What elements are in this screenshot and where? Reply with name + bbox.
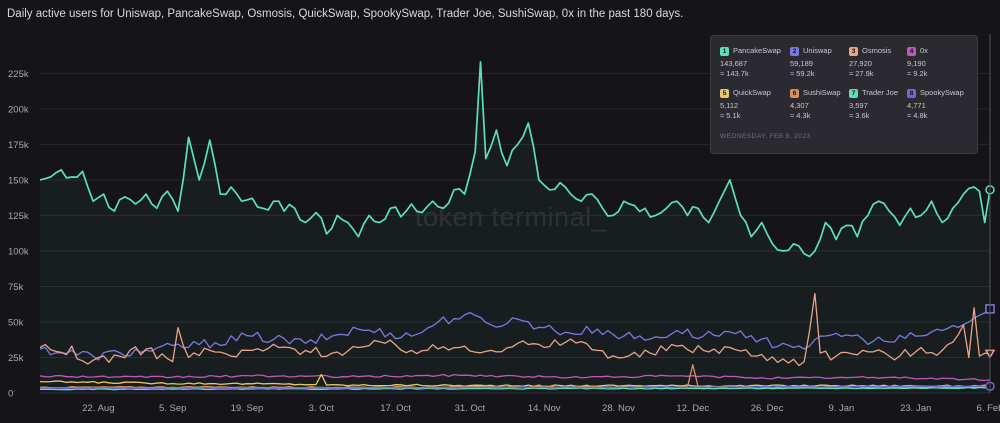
tooltip-item-pancakeswap: 1 PancakeSwap 143,687 ≈ 143.7k [720,46,782,79]
tooltip-series-name: 0x [920,46,928,55]
x-tick-label: 17. Oct [380,403,411,414]
series-line-pancakeswap [39,61,991,258]
x-tick-label: 9. Jan [828,403,854,414]
tooltip-approx: ≈ 59.2k [790,69,815,78]
tooltip-value: 27,920 [849,59,872,68]
x-tick-label: 22. Aug [82,403,114,414]
tooltip-series-badge: 2 [790,46,799,56]
y-tick-label: 100k [8,246,29,257]
tooltip-series-name: QuickSwap [733,88,771,97]
tooltip-item-sushiswap: 6 SushiSwap 4,307 ≈ 4.3k [790,88,852,121]
tooltip-approx: ≈ 143.7k [720,69,749,78]
tooltip-series-badge: 3 [849,46,858,56]
tooltip-panel: 1 PancakeSwap 143,687 ≈ 143.7k 2 Uniswap 59,18… [710,35,978,154]
tooltip-date: WEDNESDAY, FEB 8, 2023 [720,133,811,140]
x-tick-label: 26. Dec [751,403,784,414]
tooltip-series-name: Osmosis [862,46,892,55]
y-tick-label: 75k [8,282,24,293]
tooltip-value: 59,189 [790,59,813,68]
tooltip-series-badge: 1 [720,46,729,56]
tooltip-approx: ≈ 5.1k [720,111,741,120]
y-tick-label: 0 [8,389,13,400]
tooltip-item-trader-joe: 7 Trader Joe 3,597 ≈ 3.6k [849,88,911,121]
x-tick-label: 28. Nov [602,403,635,414]
tooltip-series-name: SushiSwap [803,88,841,97]
y-tick-label: 125k [8,211,29,222]
series-line-osmosis [39,292,990,367]
tooltip-series-name: Trader Joe [862,88,898,97]
series-area-pancakeswap [40,61,990,394]
y-tick-label: 225k [8,69,29,80]
x-tick-label: 23. Jan [900,403,931,414]
tooltip-approx: ≈ 3.6k [849,111,870,120]
y-tick-label: 175k [8,140,29,151]
tooltip-value: 143,687 [720,59,748,68]
tooltip-approx: ≈ 4.8k [907,111,928,120]
x-tick-label: 14. Nov [528,403,561,414]
tooltip-approx: ≈ 9.2k [907,69,928,78]
tooltip-series-badge: 7 [849,88,858,98]
y-tick-label: 25k [8,353,24,364]
tooltip-value: 4,771 [907,101,926,110]
tooltip-series-badge: 8 [907,88,916,98]
series-line-trader-joe [39,386,991,391]
x-tick-label: 31. Oct [455,403,486,414]
tooltip-approx: ≈ 27.9k [849,69,874,78]
series-line-0x [39,373,991,382]
chart-title: Daily active users for Uniswap, PancakeS… [7,8,684,20]
tooltip-series-name: Uniswap [803,46,832,55]
tooltip-series-badge: 5 [720,88,729,98]
x-tick-label: 3. Oct [309,403,335,414]
tooltip-approx: ≈ 4.3k [790,111,811,120]
tooltip-value: 3,597 [849,101,868,110]
series-line-uniswap [39,308,991,361]
y-tick-label: 200k [8,104,29,115]
x-tick-label: 19. Sep [231,403,264,414]
watermark: token terminal_ [415,202,608,232]
tooltip-item-quickswap: 5 QuickSwap 5,112 ≈ 5.1k [720,88,782,121]
tooltip-item-osmosis: 3 Osmosis 27,920 ≈ 27.9k [849,46,911,79]
tooltip-value: 5,112 [720,101,739,110]
series-line-spookyswap [39,385,991,390]
x-tick-label: 5. Sep [159,403,186,414]
y-tick-label: 50k [8,317,24,328]
tooltip-item-0x: 4 0x 9,190 ≈ 9.2k [907,46,969,79]
tooltip-item-spookyswap: 8 SpookySwap 4,771 ≈ 4.8k [907,88,969,121]
tooltip-series-badge: 4 [907,46,916,56]
tooltip-series-badge: 6 [790,88,799,98]
tooltip-item-uniswap: 2 Uniswap 59,189 ≈ 59.2k [790,46,852,79]
tooltip-series-name: SpookySwap [920,88,964,97]
y-tick-label: 150k [8,175,29,186]
x-tick-label: 6. Feb [977,403,1000,414]
tooltip-value: 9,190 [907,59,926,68]
tooltip-value: 4,307 [790,101,809,110]
x-tick-label: 12. Dec [676,403,709,414]
tooltip-series-name: PancakeSwap [733,46,781,55]
